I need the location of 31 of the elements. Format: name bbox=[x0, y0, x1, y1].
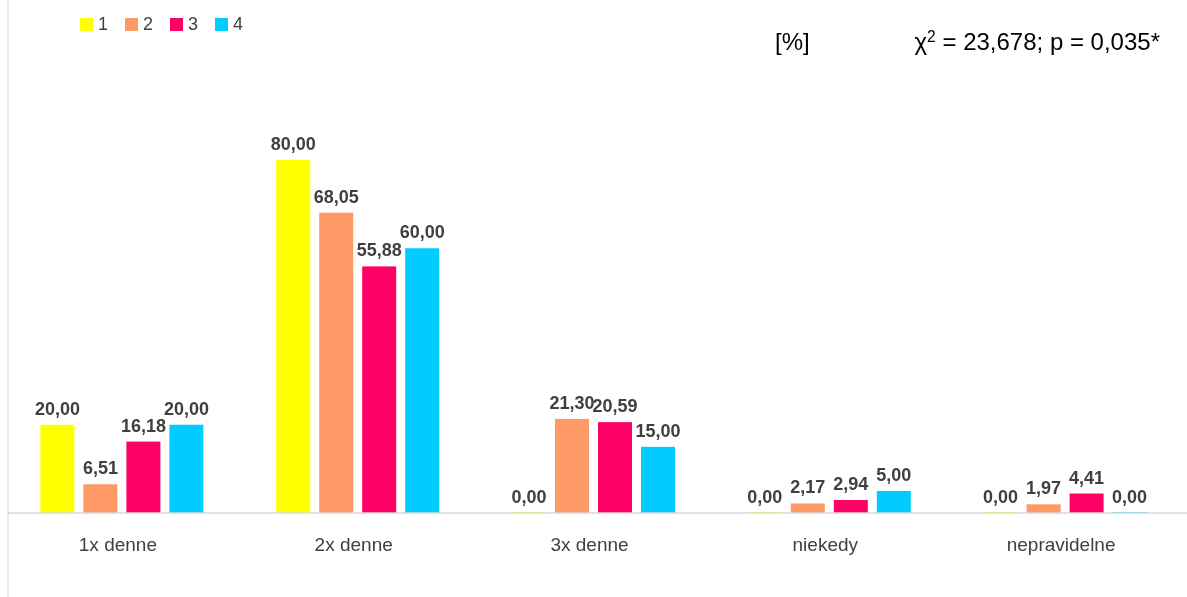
x-tick-label: 3x denne bbox=[550, 534, 629, 555]
data-label: 68,05 bbox=[313, 186, 359, 207]
data-label: 55,88 bbox=[356, 240, 402, 261]
data-label: 2,17 bbox=[790, 477, 826, 498]
data-label: 0,00 bbox=[983, 487, 1019, 507]
legend-label: 2 bbox=[143, 14, 154, 34]
data-label: 15,00 bbox=[635, 420, 681, 441]
data-label: 0,00 bbox=[1112, 487, 1148, 507]
data-label: 16,18 bbox=[120, 415, 166, 436]
legend-label: 1 bbox=[98, 14, 109, 34]
data-label: 60,00 bbox=[399, 222, 445, 243]
x-tick-label: nepravidelne bbox=[1006, 534, 1116, 555]
x-tick-label: niekedy bbox=[792, 534, 859, 555]
data-label: 21,30 bbox=[549, 393, 595, 414]
data-label: 0,00 bbox=[747, 487, 783, 507]
data-label: 2,94 bbox=[833, 474, 869, 495]
x-tick-label: 1x denne bbox=[78, 534, 157, 555]
data-label: 0,00 bbox=[511, 487, 547, 507]
legend-label: 3 bbox=[188, 14, 199, 34]
text: χ$^{2}$ = 23,678; p = 0,035* bbox=[914, 27, 1160, 55]
data-label: 20,00 bbox=[34, 398, 80, 419]
data-label: 1,97 bbox=[1026, 478, 1062, 499]
x-tick-label: 2x denne bbox=[314, 534, 393, 555]
data-label: 6,51 bbox=[82, 458, 118, 479]
data-label: 4,41 bbox=[1069, 467, 1105, 488]
data-label: 5,00 bbox=[876, 464, 912, 485]
data-label: 20,00 bbox=[163, 398, 209, 419]
data-label: 20,59 bbox=[592, 396, 638, 417]
legend-label: 4 bbox=[233, 14, 244, 34]
data-label: 80,00 bbox=[270, 134, 316, 154]
text: [%] bbox=[775, 28, 810, 55]
